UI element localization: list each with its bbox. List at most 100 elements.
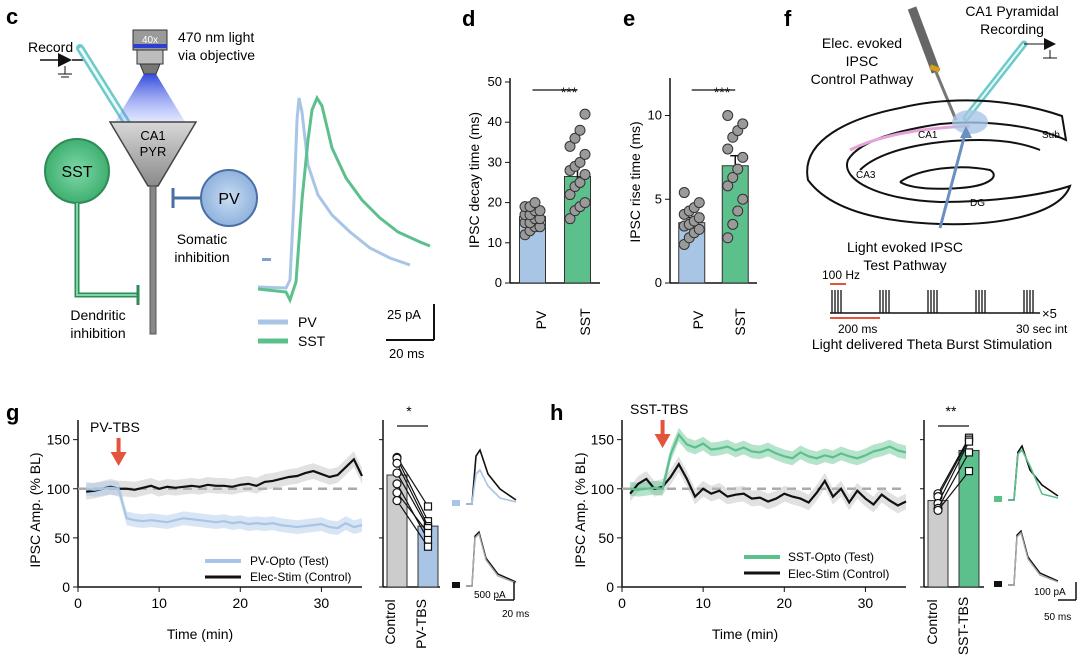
control-sem-band [630, 456, 906, 514]
chart-g-bar-category-control: Control [382, 599, 398, 644]
chart-g-xlabel: Time (min) [167, 626, 233, 642]
chart-g-legend-test: PV-Opto (Test) [250, 554, 329, 568]
data-point [737, 193, 749, 205]
chart-g-trace-scale-y: 500 pA [474, 590, 506, 601]
dendritic-label-1: Dendritic [70, 307, 125, 323]
light-pulse-marker [262, 258, 271, 261]
y-tick-label: 100 [591, 481, 615, 497]
trace-marker-test [452, 500, 460, 506]
data-point [534, 205, 546, 217]
x-tick-label: 30 [314, 595, 330, 611]
x-tick-label: 20 [232, 595, 248, 611]
sub-label: Sub [1042, 130, 1060, 141]
data-point [529, 197, 541, 209]
paired-point-control [392, 495, 402, 506]
control-sem-band [86, 451, 362, 500]
paired-line [937, 470, 970, 511]
paired-point-tbs [423, 542, 433, 551]
paired-line [396, 472, 429, 529]
data-point [693, 197, 705, 209]
chart-d-category-sst: SST [577, 308, 593, 336]
y-tick-label: 0 [606, 579, 614, 595]
chart-e-category-pv: PV [690, 310, 706, 329]
light-label-1: 470 nm light [178, 29, 254, 45]
x-tick-label: 0 [618, 595, 626, 611]
scale-bar-c: 25 pA 20 ms [386, 304, 435, 361]
chart-decay-time: IPSC decay time (ms) PV SST *** 0 10 20 30 4… [466, 74, 600, 336]
dg-label: DG [970, 198, 985, 209]
chart-h-bar-significance: ** [946, 403, 957, 419]
panel-c-schematic: Record 40x 470 nm light via objective CA… [28, 29, 435, 361]
y-tick-label: 10 [488, 235, 502, 250]
chart-g-legend-control: Elec-Stim (Control) [250, 570, 351, 584]
data-point [722, 110, 734, 121]
elec-label-2: IPSC [846, 53, 879, 69]
rec-label-1: CA1 Pyramidal [965, 3, 1058, 19]
paired-line [937, 437, 970, 494]
chart-h-trace-scale-x: 50 ms [1044, 612, 1071, 623]
paired-line [396, 462, 429, 527]
y-tick-label: 10 [648, 108, 662, 123]
pv-label: PV [218, 191, 240, 208]
scale-y-label-c: 25 pA [387, 307, 421, 322]
data-point [579, 148, 591, 160]
paired-line [396, 458, 429, 522]
data-point [693, 223, 705, 235]
elec-label-3: Control Pathway [811, 71, 914, 87]
paired-point-control [392, 488, 402, 498]
trace-control-post [1008, 531, 1059, 586]
objective-label: 40x [142, 35, 158, 46]
cell-label-1: CA1 [140, 128, 165, 143]
y-tick-label: 40 [488, 114, 502, 129]
data-point [722, 232, 734, 244]
int-label: 30 sec int [1016, 322, 1068, 336]
data-point [732, 205, 744, 217]
trace-test-example [466, 468, 517, 505]
tbs-arrow-head [110, 452, 127, 466]
paired-point-tbs [964, 448, 974, 457]
chart-d-category-pv: PV [533, 310, 549, 329]
chart-h-annotation: SST-TBS [630, 401, 688, 417]
x-tick-label: 0 [74, 595, 82, 611]
test-sem-band [630, 427, 906, 497]
chart-e-ylabel: IPSC rise time (ms) [627, 121, 643, 242]
paired-line [937, 441, 970, 504]
panel-f-schematic: Elec. evoked IPSC Control Pathway CA1 Py… [806, 3, 1072, 352]
chart-sst-tbs-timecourse: IPSC Amp. (% BL) Time (min) SST-TBS Cont… [572, 401, 1077, 655]
paired-line [396, 457, 429, 507]
paired-point-tbs [423, 502, 433, 511]
series-control-line [629, 462, 907, 507]
chart-h-trace-scale-y: 100 pA [1034, 587, 1066, 598]
panel-letter-f: f [784, 6, 792, 31]
scale-x-label-c: 20 ms [389, 346, 425, 361]
light-test-label-2: Test Pathway [863, 257, 946, 273]
pv-interneuron: PV [171, 169, 258, 227]
sst-ipsc-trace [257, 94, 431, 304]
chart-g-trace-scale-x: 20 ms [502, 609, 529, 620]
tbs-arrow-head [654, 434, 671, 448]
stim-electrode-icon [907, 6, 958, 121]
light-test-label-1: Light evoked IPSC [847, 239, 963, 255]
panel-letter-d: d [462, 6, 475, 31]
x5-label: ×5 [1042, 306, 1057, 321]
chart-g-bar-significance: * [406, 403, 412, 419]
chart-h-ylabel: IPSC Amp. (% BL) [572, 452, 588, 567]
theta-burst-diagram: 100 Hz ×5 200 ms 30 sec int Light delive… [812, 268, 1068, 352]
chart-h-bar-category-tbs: SST-TBS [955, 597, 971, 655]
paired-point-tbs [964, 437, 974, 446]
somatic-label-2: inhibition [174, 249, 229, 265]
paired-line [937, 452, 970, 509]
rec-label-2: Recording [980, 21, 1044, 37]
y-tick-label: 50 [488, 74, 502, 89]
record-pipette-icon [962, 38, 1057, 122]
trace-test-example [1008, 448, 1059, 501]
x-tick-label: 10 [695, 595, 711, 611]
data-point [737, 151, 749, 163]
data-point [574, 124, 586, 136]
data-point [678, 187, 690, 199]
light-label-2: via objective [178, 47, 255, 63]
trace-marker-control [994, 581, 1002, 587]
data-point [579, 108, 591, 120]
paired-line [396, 492, 429, 534]
